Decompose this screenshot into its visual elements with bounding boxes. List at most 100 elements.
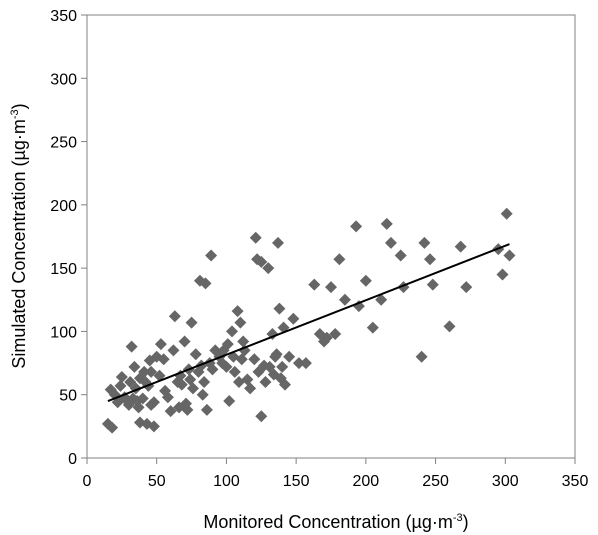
data-point xyxy=(384,236,397,249)
data-point xyxy=(259,376,272,389)
data-point xyxy=(206,363,219,376)
y-axis: 0 50 100 150 200 250 300 350 xyxy=(50,8,87,468)
data-point xyxy=(154,338,167,351)
y-tick-label: 300 xyxy=(50,71,77,88)
data-point xyxy=(199,277,212,290)
x-axis-title: Monitored Concentration (µg·m-3) xyxy=(203,512,468,532)
data-point xyxy=(426,278,439,291)
x-axis-title-text: Monitored Concentration (µg·m xyxy=(203,512,452,532)
y-tick-label: 200 xyxy=(50,198,77,215)
data-point xyxy=(500,207,513,220)
data-point xyxy=(185,316,198,329)
data-point xyxy=(278,378,291,391)
data-point xyxy=(181,403,194,416)
data-point xyxy=(270,348,283,361)
data-point xyxy=(226,325,239,338)
data-point xyxy=(320,331,333,344)
data-point xyxy=(375,293,388,306)
data-point xyxy=(237,335,250,348)
data-point xyxy=(157,353,170,366)
data-point xyxy=(394,249,407,262)
data-point xyxy=(184,373,197,386)
data-point xyxy=(460,281,473,294)
data-point xyxy=(325,281,337,294)
y-axis-title-text: Simulated Concentration (µg·m xyxy=(9,119,29,368)
data-point xyxy=(189,348,202,361)
y-axis-title: Simulated Concentration (µg·m-3) xyxy=(9,103,29,368)
x-axis-title-close: ) xyxy=(463,512,469,532)
data-point xyxy=(273,302,286,315)
data-point xyxy=(292,357,305,370)
data-point xyxy=(415,350,428,363)
data-point xyxy=(231,305,244,318)
data-point xyxy=(308,278,321,291)
data-point xyxy=(175,378,188,391)
data-points xyxy=(101,207,516,434)
y-tick-label: 350 xyxy=(50,8,77,25)
data-point xyxy=(380,217,393,230)
data-point xyxy=(200,403,213,416)
plot-area xyxy=(86,14,576,459)
data-point xyxy=(350,220,363,233)
y-tick-label: 50 xyxy=(59,388,77,405)
data-point xyxy=(205,249,218,262)
data-point xyxy=(132,401,145,414)
x-axis-title-exponent: -3 xyxy=(453,512,463,524)
data-point xyxy=(178,335,191,348)
data-point xyxy=(174,369,187,382)
data-point xyxy=(168,310,181,323)
data-point xyxy=(125,340,138,353)
data-point xyxy=(221,338,234,351)
data-point xyxy=(255,255,268,268)
data-point xyxy=(338,293,351,306)
y-axis-title-close: ) xyxy=(9,103,29,109)
y-tick-label: 100 xyxy=(50,324,77,341)
x-axis: 0 50 100 150 200 250 300 350 xyxy=(83,458,589,490)
data-point xyxy=(147,420,160,433)
data-point xyxy=(248,353,261,366)
x-tick-label: 250 xyxy=(422,473,449,490)
y-tick-label: 0 xyxy=(68,451,77,468)
data-point xyxy=(186,382,199,395)
data-point xyxy=(244,382,257,395)
data-point xyxy=(418,236,431,249)
data-point xyxy=(228,365,241,378)
data-point xyxy=(196,388,209,401)
data-point xyxy=(167,344,180,357)
data-point xyxy=(366,321,379,334)
data-point xyxy=(255,410,268,423)
data-point xyxy=(272,236,285,249)
data-point xyxy=(147,396,160,409)
data-point xyxy=(249,231,262,244)
data-point xyxy=(128,360,141,373)
data-point xyxy=(241,373,254,386)
x-tick-label: 150 xyxy=(283,473,310,490)
x-tick-label: 50 xyxy=(148,473,166,490)
data-point xyxy=(503,249,516,262)
data-point xyxy=(114,379,127,392)
data-point xyxy=(220,360,233,373)
trendline xyxy=(107,243,510,402)
data-point xyxy=(164,405,177,418)
data-point xyxy=(262,262,275,275)
data-point xyxy=(115,370,128,383)
data-point xyxy=(329,327,342,340)
x-tick-label: 350 xyxy=(562,473,589,490)
data-point xyxy=(276,360,289,373)
y-axis-title-exponent: -3 xyxy=(9,109,21,119)
y-tick-label: 250 xyxy=(50,135,77,152)
x-tick-label: 0 xyxy=(83,473,92,490)
data-point xyxy=(198,376,211,389)
data-point xyxy=(138,365,151,378)
data-point xyxy=(496,268,509,281)
data-point xyxy=(299,357,312,370)
x-tick-label: 300 xyxy=(492,473,519,490)
data-point xyxy=(454,240,467,253)
data-point xyxy=(145,365,158,378)
y-tick-label: 150 xyxy=(50,261,77,278)
data-point xyxy=(423,253,436,266)
data-point xyxy=(235,353,248,366)
data-point xyxy=(106,421,119,434)
data-point xyxy=(443,320,456,333)
